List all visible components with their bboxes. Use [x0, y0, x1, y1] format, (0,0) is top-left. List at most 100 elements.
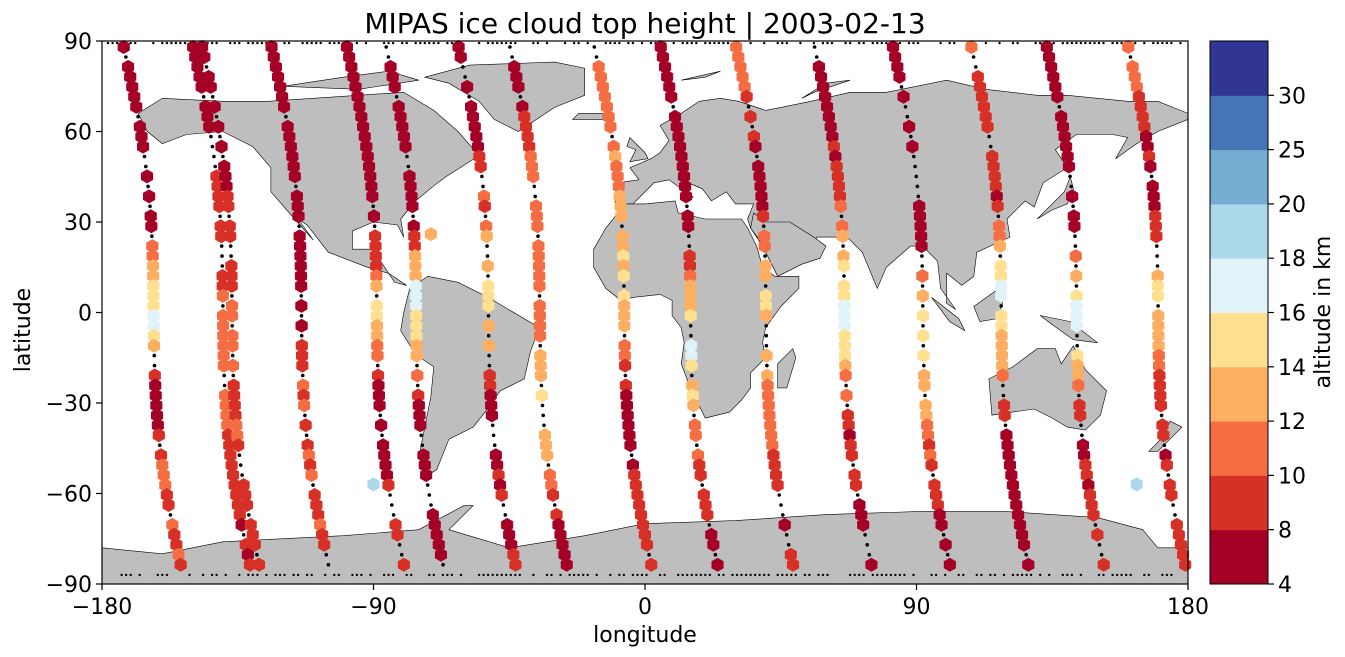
polar-dot	[903, 573, 906, 577]
polar-dot	[790, 573, 793, 577]
cloud-marker	[507, 547, 520, 562]
clear-marker	[152, 363, 157, 368]
cloud-marker	[314, 517, 327, 532]
polar-dot	[604, 41, 607, 45]
cloud-marker	[477, 189, 490, 204]
cloud-marker	[1005, 468, 1018, 483]
cloud-marker	[347, 69, 360, 84]
cloud-marker	[844, 438, 857, 453]
cloud-marker	[618, 338, 631, 353]
polar-dot	[740, 573, 743, 577]
polar-dot	[337, 573, 340, 577]
cloud-marker	[614, 199, 627, 214]
clear-marker	[419, 433, 424, 438]
cloud-marker	[545, 478, 558, 493]
cloud-marker	[405, 189, 418, 204]
cloud-marker	[1002, 448, 1015, 463]
cloud-marker	[366, 189, 379, 204]
cloud-marker	[766, 438, 779, 453]
cloud-marker	[761, 378, 774, 393]
cloud-marker	[534, 368, 547, 383]
cloud-marker	[684, 288, 697, 303]
cloud-marker	[533, 259, 546, 273]
cloud-marker	[1003, 458, 1016, 473]
cloud-marker	[684, 298, 697, 313]
cloud-marker	[617, 269, 630, 283]
cloud-marker	[1149, 209, 1162, 224]
clear-marker	[777, 493, 781, 497]
cloud-marker	[212, 119, 225, 134]
clear-marker	[923, 393, 927, 398]
cloud-marker	[1010, 498, 1023, 512]
cloud-marker	[237, 478, 250, 493]
cloud-marker	[1122, 40, 1135, 54]
cloud-marker	[838, 308, 851, 323]
cloud-marker	[634, 507, 648, 522]
cloud-marker	[1070, 298, 1083, 313]
polar-dot	[265, 573, 268, 577]
cloud-marker	[231, 498, 244, 512]
clear-marker	[541, 413, 545, 418]
polar-dot	[799, 41, 802, 45]
polar-dot	[1039, 573, 1042, 577]
cloud-marker	[533, 298, 546, 313]
polar-dot	[405, 41, 408, 45]
cloud-marker	[284, 139, 297, 154]
cloud-marker	[920, 408, 933, 423]
cloud-marker	[757, 209, 770, 224]
colorbar-segment	[1210, 475, 1268, 531]
polar-dot	[858, 573, 861, 577]
cloud-marker	[1071, 368, 1084, 383]
clear-marker	[899, 85, 904, 89]
cloud-marker	[291, 199, 304, 214]
cloud-marker	[1151, 279, 1164, 293]
polar-dot	[763, 41, 766, 45]
cloud-marker	[396, 119, 409, 134]
cloud-marker	[685, 348, 698, 363]
cloud-marker	[361, 149, 374, 164]
polar-dot	[382, 41, 386, 45]
polar-dot	[509, 41, 512, 45]
clear-marker	[391, 513, 396, 517]
cloud-marker	[217, 348, 230, 363]
cloud-marker	[227, 468, 240, 483]
cloud-marker	[924, 448, 937, 463]
cloud-marker	[293, 229, 306, 244]
cloud-marker	[1060, 139, 1073, 154]
cloud-marker	[1132, 89, 1145, 104]
cloud-marker	[512, 79, 525, 94]
cloud-marker	[817, 79, 830, 94]
cloud-marker	[151, 418, 164, 433]
cloud-marker	[1067, 209, 1080, 224]
cloud-marker	[160, 488, 173, 502]
cloud-marker	[688, 418, 701, 433]
clear-marker	[916, 194, 921, 199]
clear-marker	[945, 552, 950, 557]
clear-marker	[920, 284, 925, 288]
cloud-marker	[897, 89, 910, 104]
cloud-marker	[1070, 269, 1083, 283]
polar-dot	[880, 41, 883, 45]
polar-dot	[817, 573, 820, 577]
clear-marker	[152, 353, 157, 358]
clear-marker	[212, 154, 216, 159]
polar-dot	[1111, 573, 1114, 577]
cloud-marker	[489, 448, 502, 463]
polar-dot	[717, 41, 721, 45]
clear-marker	[483, 214, 488, 219]
cloud-marker	[371, 328, 384, 343]
cloud-marker	[388, 79, 401, 94]
cloud-marker	[633, 498, 646, 512]
cloud-marker	[1000, 428, 1013, 443]
polar-dot	[898, 41, 902, 45]
cloud-marker	[1018, 537, 1031, 552]
clear-marker	[786, 543, 791, 547]
cloud-marker	[151, 408, 164, 423]
cloud-marker	[831, 169, 844, 184]
cloud-marker	[1159, 448, 1172, 463]
polar-dot	[545, 573, 549, 577]
polar-dot	[1061, 573, 1065, 577]
cloud-marker	[241, 498, 254, 512]
polar-dot	[821, 41, 825, 45]
cloud-marker	[613, 189, 626, 204]
